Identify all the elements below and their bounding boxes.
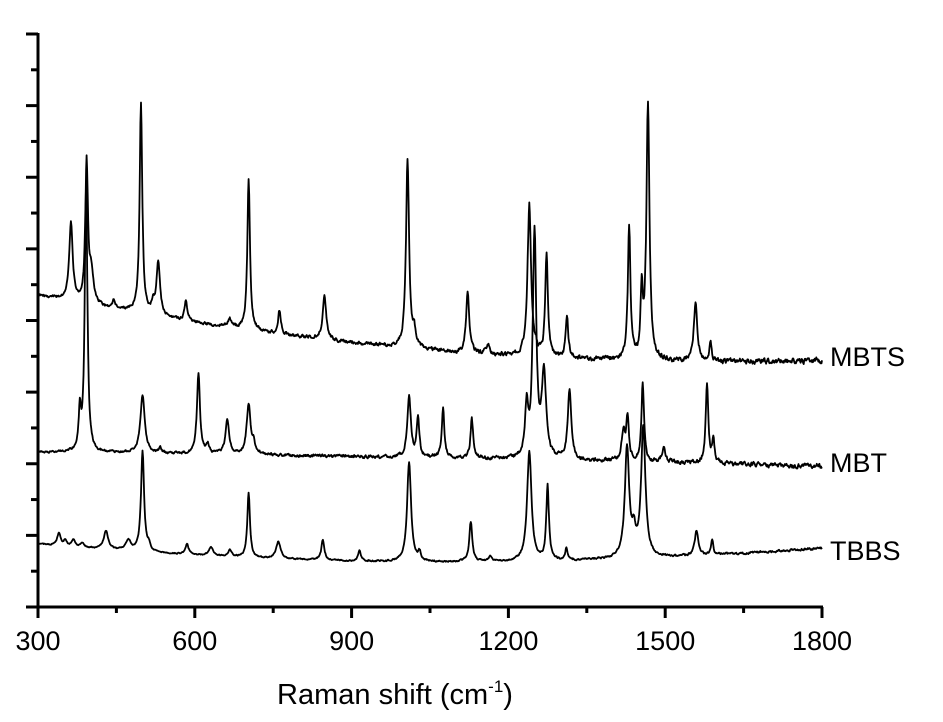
x-axis-ticks	[36, 607, 824, 618]
series-labels: MBTS MBT TBBS	[830, 342, 905, 566]
x-tick-label: 1200	[478, 626, 538, 656]
spectrum-trace-tbbs	[37, 424, 823, 563]
x-axis-title: Raman shift (cm-1)	[277, 677, 513, 711]
x-tick-label: 600	[172, 626, 217, 656]
plot-area	[37, 100, 823, 563]
spectrum-trace-mbts	[37, 100, 823, 365]
series-label-mbt: MBT	[830, 448, 887, 478]
x-tick-label: 900	[329, 626, 374, 656]
x-tick-label: 300	[15, 626, 60, 656]
y-axis-ticks	[26, 32, 38, 609]
x-axis: 300 600 900 1200 1500 1800 Raman shift (cm-1)	[15, 605, 852, 711]
y-axis	[26, 32, 40, 609]
spectrum-trace-mbt	[37, 180, 823, 470]
series-label-mbts: MBTS	[830, 342, 905, 372]
x-tick-label: 1500	[635, 626, 695, 656]
x-axis-tick-labels: 300 600 900 1200 1500 1800	[15, 626, 852, 656]
series-label-tbbs: TBBS	[830, 536, 901, 566]
x-tick-label: 1800	[792, 626, 852, 656]
